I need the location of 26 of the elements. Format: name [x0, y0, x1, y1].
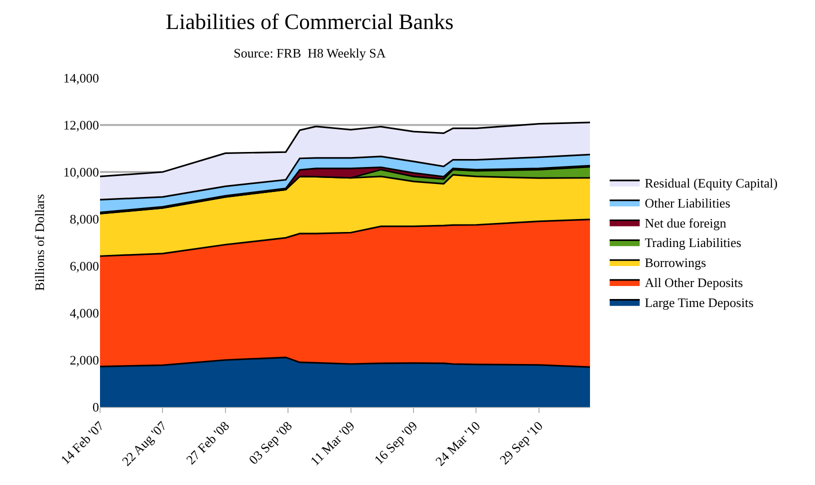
legend-label: Large Time Deposits	[644, 294, 754, 310]
legend-label: Trading Liabilities	[644, 235, 742, 250]
y-tick-label: 4,000	[70, 306, 99, 321]
y-tick-label: 2,000	[70, 352, 99, 368]
y-tick-label: 10,000	[63, 164, 99, 180]
x-tick-label: 29 Sep '10	[496, 418, 546, 468]
legend-label: Residual (Equity Capital)	[644, 176, 778, 191]
x-tick-label: 11 Mar '09	[307, 418, 358, 468]
legend-label: Borrowings	[644, 255, 706, 270]
chart-subtitle: Source: FRB H8 Weekly SA	[234, 46, 386, 61]
x-tick-label: 16 Sep '09	[371, 418, 420, 468]
legend-label: Other Liabilities	[644, 195, 730, 210]
x-tick-label: 03 Sep '08	[246, 418, 295, 468]
x-tick-label: 14 Feb '07	[58, 418, 108, 468]
chart-title: Liabilities of Commercial Banks	[166, 9, 454, 34]
y-tick-label: 6,000	[70, 258, 99, 274]
x-tick-label: 22 Aug '07	[118, 418, 170, 469]
x-tick-label: 27 Feb '08	[183, 418, 232, 468]
legend-label: Net due foreign	[644, 215, 727, 230]
y-tick-label: 12,000	[63, 118, 99, 133]
y-tick-label: 8,000	[70, 212, 99, 227]
y-tick-label: 0	[92, 400, 99, 415]
y-axis-title: Billions of Dollars	[32, 194, 48, 291]
y-tick-label: 14,000	[63, 70, 99, 86]
x-tick-label: 24 Mar '10	[432, 418, 483, 469]
legend-label: All Other Deposits	[644, 275, 743, 290]
